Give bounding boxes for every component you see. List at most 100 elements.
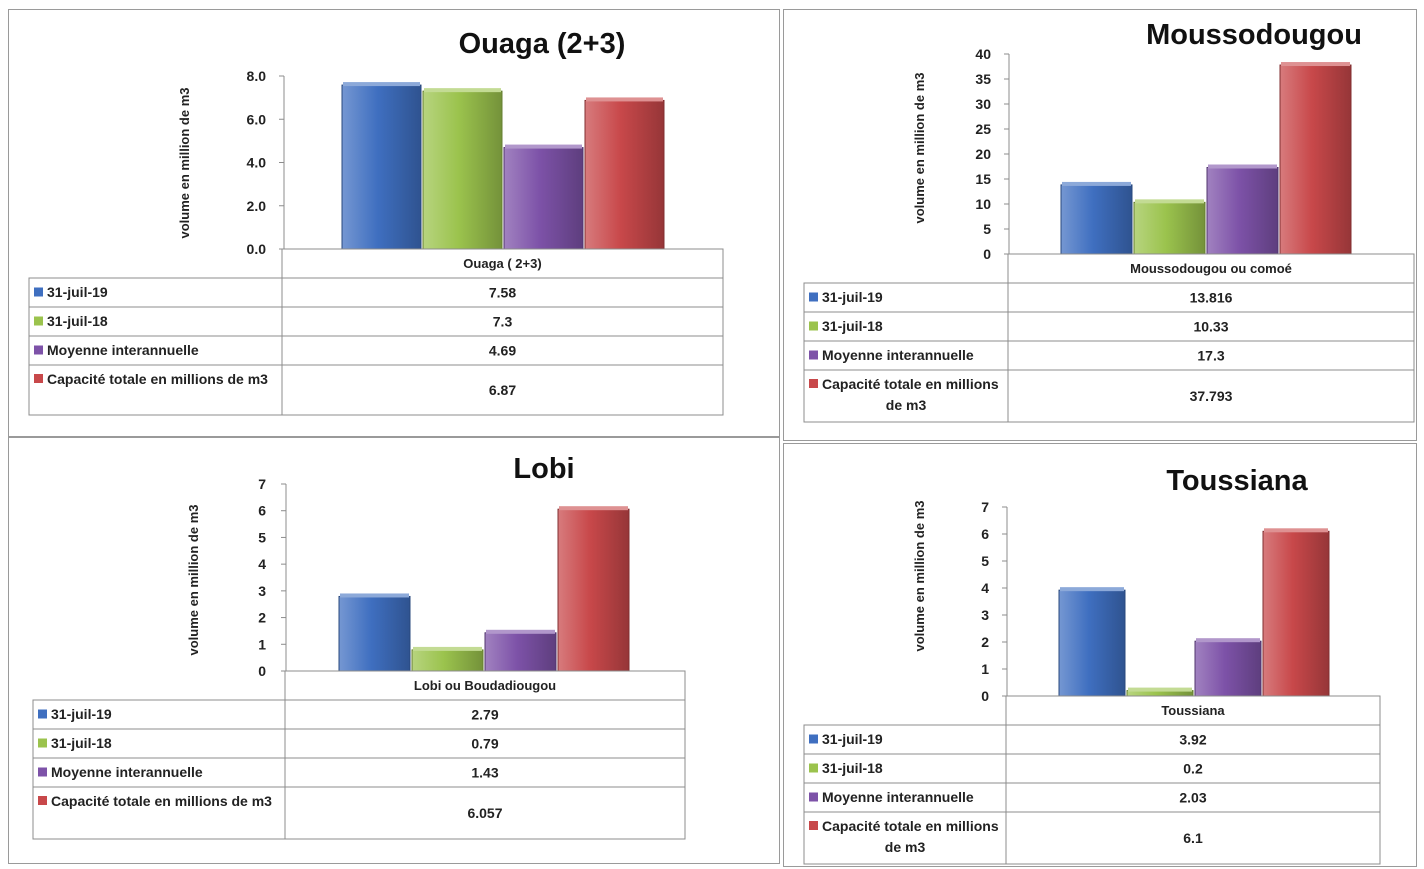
legend-swatch bbox=[38, 796, 47, 805]
y-tick-label: 0 bbox=[983, 246, 991, 262]
legend-label: Capacité totale en millions de m3 bbox=[47, 371, 268, 387]
legend-swatch bbox=[809, 792, 818, 802]
legend-label: 31-juil-18 bbox=[822, 760, 883, 776]
data-table: Moussodougou ou comoé 31-juil-19 13.816 31-… bbox=[803, 253, 1415, 423]
data-value-label: 6.87 bbox=[489, 382, 516, 398]
y-tick-label: 7 bbox=[981, 499, 989, 515]
bar-1 bbox=[1058, 589, 1126, 697]
bar-3 bbox=[1194, 640, 1262, 697]
y-tick-label: 6 bbox=[258, 503, 266, 519]
data-value-label: 1.43 bbox=[471, 765, 498, 781]
bar-2 bbox=[1133, 201, 1206, 255]
data-value-label: 37.793 bbox=[1190, 388, 1233, 404]
y-tick-label: 2.0 bbox=[247, 198, 267, 214]
legend-swatch bbox=[809, 292, 818, 302]
legend-swatch bbox=[809, 821, 818, 830]
chart-panel-lobi: Lobi volume en million de m3 0 1 2 3 4 5 6 7 Lobi … bbox=[8, 437, 780, 864]
y-tick-label: 5 bbox=[258, 529, 266, 545]
chart-panel-moussodougou: Moussodougou volume en million de m3 0 5 10 1… bbox=[783, 9, 1417, 441]
legend-swatch bbox=[809, 321, 818, 331]
chart-panel-toussiana: Toussiana volume en million de m3 0 1 2 3 4 5 6 7… bbox=[783, 443, 1417, 867]
y-tick-label: 2 bbox=[981, 634, 989, 650]
y-tick-label: 25 bbox=[975, 121, 991, 137]
y-tick-label: 15 bbox=[975, 171, 991, 187]
y-axis-label: volume en million de m3 bbox=[912, 501, 927, 652]
y-tick-label: 5 bbox=[981, 553, 989, 569]
legend-swatch bbox=[38, 709, 47, 719]
data-value-label: 17.3 bbox=[1197, 348, 1224, 364]
bar-top-highlight bbox=[340, 593, 409, 598]
legend-swatch bbox=[38, 738, 47, 748]
bar-3 bbox=[503, 147, 584, 250]
y-tick-label: 35 bbox=[975, 71, 991, 87]
legend-label: Moyenne interannuelle bbox=[47, 342, 199, 358]
chart-title: Ouaga (2+3) bbox=[459, 28, 626, 60]
legend-swatch bbox=[34, 345, 43, 355]
y-tick-label: 30 bbox=[975, 96, 991, 112]
data-value-label: 7.3 bbox=[493, 314, 513, 330]
bar-3 bbox=[1206, 167, 1279, 255]
legend-label: 31-juil-19 bbox=[822, 289, 883, 305]
y-tick-label: 6.0 bbox=[247, 111, 267, 127]
y-tick-label: 3 bbox=[981, 607, 989, 623]
y-tick-label: 2 bbox=[258, 610, 266, 626]
y-axis-label: volume en million de m3 bbox=[177, 88, 192, 239]
bar-2 bbox=[411, 649, 484, 672]
bar-top-highlight bbox=[1135, 199, 1204, 204]
legend-label: Moyenne interannuelle bbox=[822, 347, 974, 363]
legend-swatch bbox=[809, 734, 818, 744]
legend-label: 31-juil-19 bbox=[47, 284, 108, 300]
bar-4 bbox=[1262, 530, 1330, 697]
bar-4 bbox=[557, 508, 630, 672]
bar-4 bbox=[584, 99, 665, 250]
legend-label: 31-juil-18 bbox=[51, 735, 112, 751]
data-value-label: 7.58 bbox=[489, 285, 516, 301]
legend-swatch bbox=[34, 316, 43, 326]
chart-svg-ouaga: Ouaga (2+3) volume en million de m3 0.0 2.0… bbox=[28, 28, 724, 416]
y-tick-label: 4 bbox=[258, 556, 266, 572]
bar-top-highlight bbox=[486, 629, 555, 634]
y-tick-label: 5 bbox=[983, 221, 991, 237]
legend-label: Moyenne interannuelle bbox=[51, 764, 203, 780]
bar-top-highlight bbox=[505, 144, 582, 149]
data-table: Toussiana 31-juil-19 3.92 31-juil-18 0.2 Moye… bbox=[803, 695, 1381, 865]
y-tick-label: 0 bbox=[258, 663, 266, 679]
chart-title: Moussodougou bbox=[1146, 19, 1362, 51]
bar-1 bbox=[338, 595, 411, 672]
category-label: Toussiana bbox=[1161, 703, 1225, 718]
y-tick-label: 1 bbox=[981, 661, 989, 677]
legend-label: Capacité totale en millions de m3 bbox=[822, 818, 999, 855]
bar-3 bbox=[484, 632, 557, 672]
legend-swatch bbox=[809, 379, 818, 388]
y-tick-label: 40 bbox=[975, 46, 991, 62]
category-label: Ouaga ( 2+3) bbox=[463, 256, 541, 271]
bar-top-highlight bbox=[1264, 528, 1328, 533]
y-tick-label: 6 bbox=[981, 526, 989, 542]
y-tick-label: 1 bbox=[258, 636, 266, 652]
legend-label: 31-juil-18 bbox=[47, 313, 108, 329]
y-tick-label: 4 bbox=[981, 580, 989, 596]
data-value-label: 0.2 bbox=[1183, 761, 1203, 777]
data-value-label: 0.79 bbox=[471, 736, 498, 752]
data-value-label: 4.69 bbox=[489, 343, 516, 359]
data-value-label: 2.03 bbox=[1179, 790, 1206, 806]
bar-top-highlight bbox=[1060, 587, 1124, 592]
category-label: Lobi ou Boudadiougou bbox=[414, 678, 556, 693]
chart-panel-ouaga: Ouaga (2+3) volume en million de m3 0.0 2.0… bbox=[8, 9, 780, 437]
data-value-label: 2.79 bbox=[471, 707, 498, 723]
legend-swatch bbox=[809, 350, 818, 360]
chart-title: Lobi bbox=[513, 453, 574, 485]
bar-top-highlight bbox=[1281, 62, 1350, 67]
data-value-label: 6.057 bbox=[467, 805, 502, 821]
category-label: Moussodougou ou comoé bbox=[1130, 261, 1292, 276]
chart-svg-toussiana: Toussiana volume en million de m3 0 1 2 3 4 5 6 7… bbox=[803, 465, 1381, 865]
y-tick-label: 7 bbox=[258, 476, 266, 492]
legend-label: 31-juil-19 bbox=[822, 731, 883, 747]
chart-svg-moussodougou: Moussodougou volume en million de m3 0 5 10 1… bbox=[803, 19, 1415, 423]
y-tick-label: 8.0 bbox=[247, 68, 267, 84]
bar-top-highlight bbox=[559, 506, 628, 511]
bar-top-highlight bbox=[586, 97, 663, 102]
legend-label: Capacité totale en millions de m3 bbox=[822, 376, 999, 413]
bar-top-highlight bbox=[1196, 638, 1260, 643]
y-tick-label: 4.0 bbox=[247, 155, 267, 171]
